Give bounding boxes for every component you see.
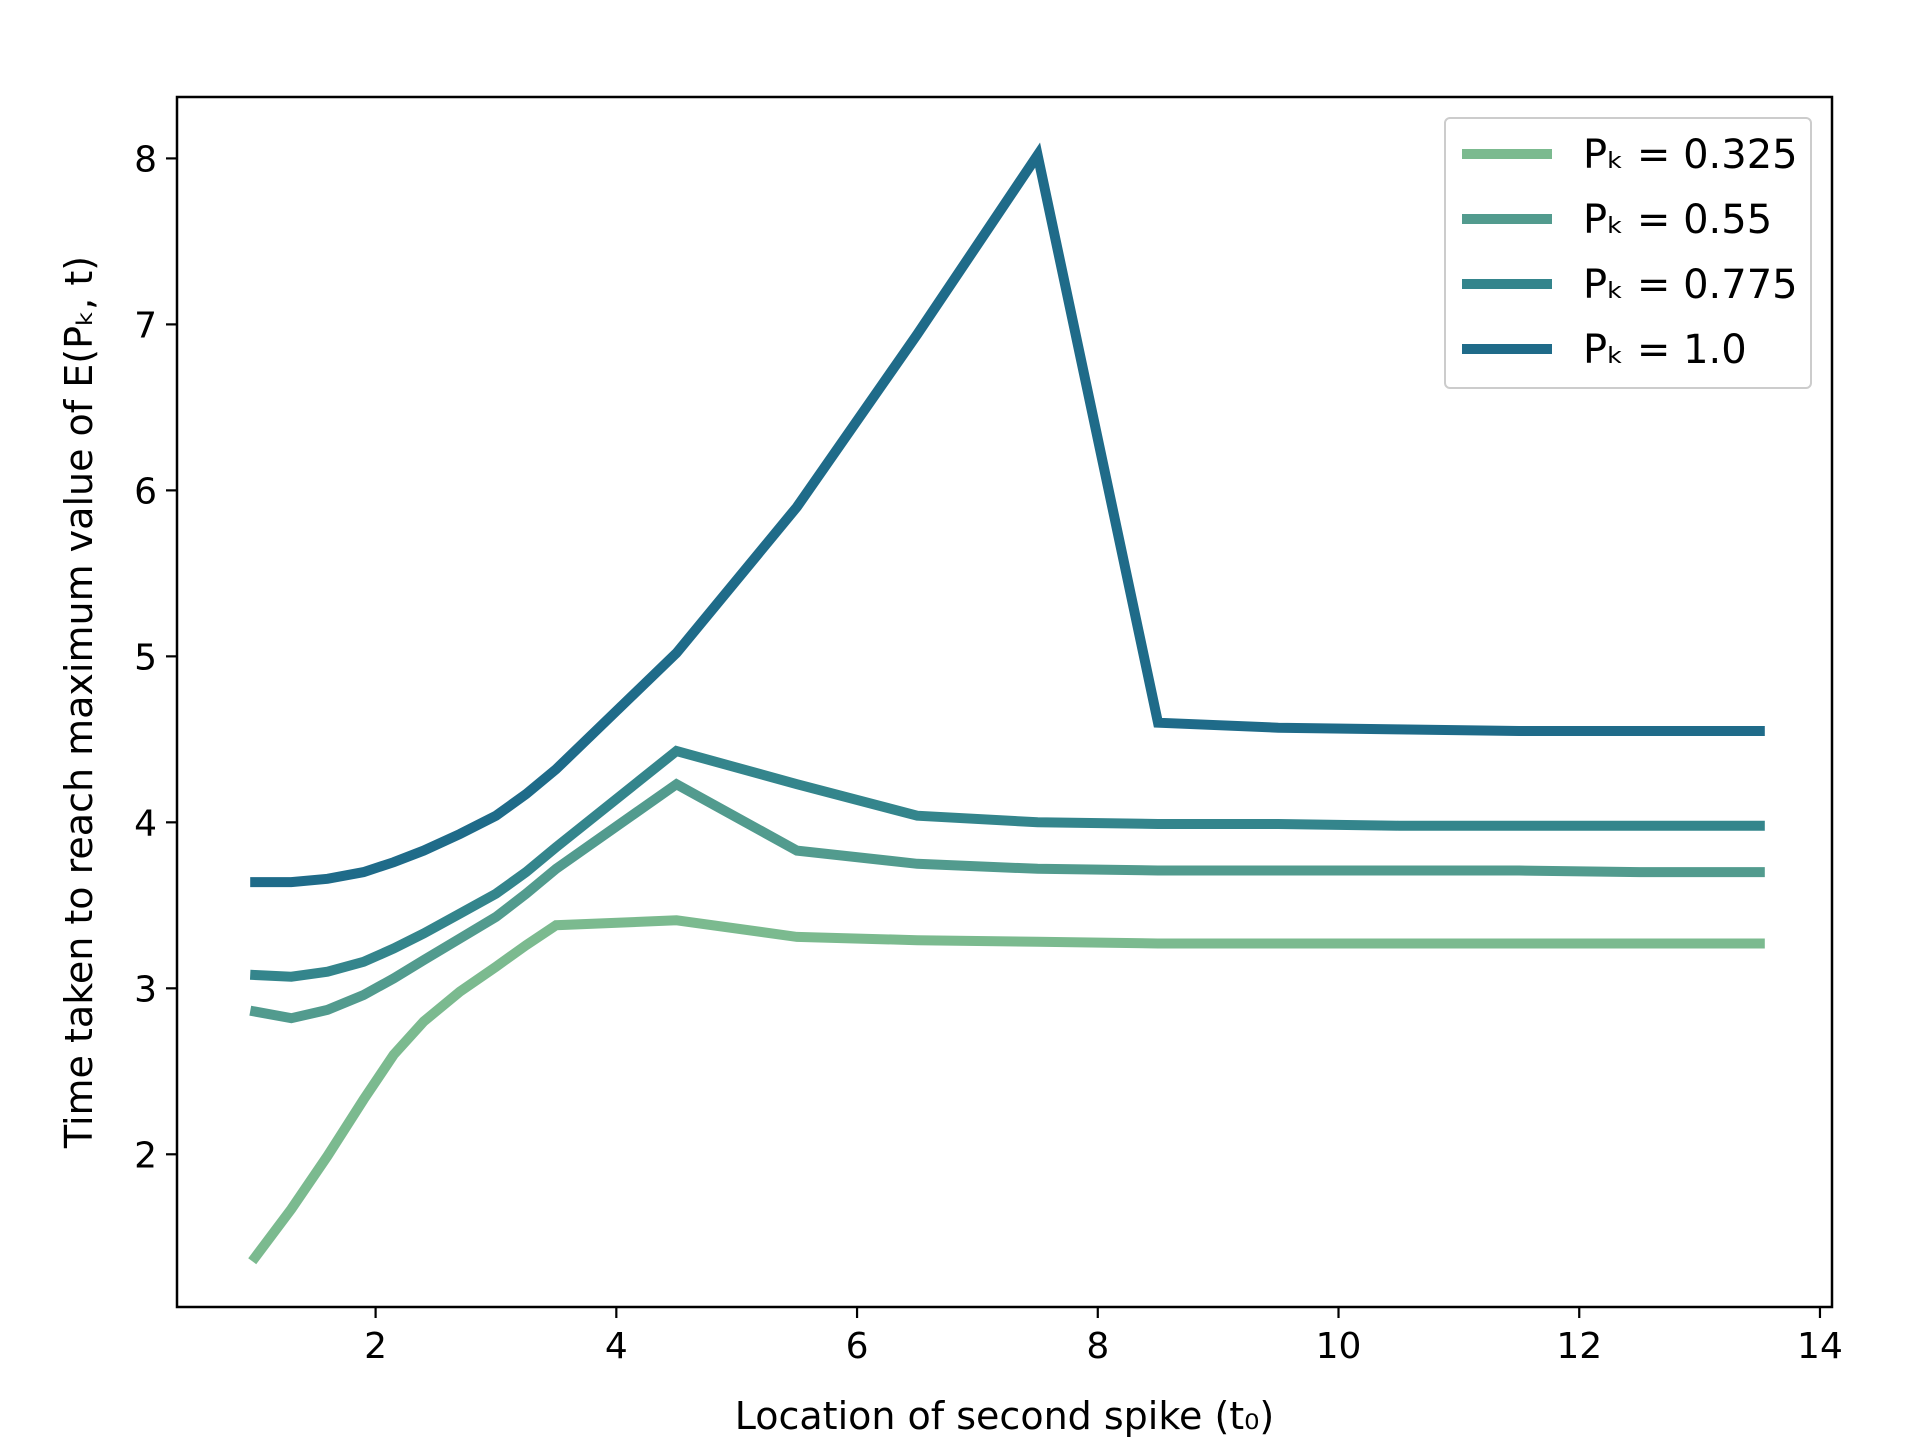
- x-tick-label: 14: [1797, 1326, 1843, 1367]
- y-tick-label: 8: [134, 139, 157, 180]
- y-tick-label: 5: [134, 637, 157, 678]
- y-tick-label: 7: [134, 305, 157, 346]
- y-tick-label: 3: [134, 969, 157, 1010]
- y-axis: 2 3 4 5 6 7 8: [134, 139, 177, 1176]
- x-tick-label: 2: [364, 1326, 387, 1367]
- x-axis-label: Location of second spike (t₀): [735, 1394, 1274, 1438]
- x-tick-label: 8: [1086, 1326, 1109, 1367]
- y-tick-label: 4: [134, 803, 157, 844]
- y-tick-label: 2: [134, 1135, 157, 1176]
- x-axis: 2 4 6 8 10 12 14: [364, 1307, 1843, 1367]
- x-tick-label: 10: [1316, 1326, 1362, 1367]
- series-line-1: [255, 920, 1760, 1257]
- legend: Pₖ = 0.325 Pₖ = 0.55 Pₖ = 0.775 Pₖ = 1.0: [1445, 118, 1811, 388]
- x-tick-label: 4: [605, 1326, 628, 1367]
- legend-label-1: Pₖ = 0.325: [1583, 132, 1798, 178]
- x-tick-label: 6: [846, 1326, 869, 1367]
- legend-label-4: Pₖ = 1.0: [1583, 327, 1747, 373]
- y-tick-label: 6: [134, 471, 157, 512]
- legend-label-2: Pₖ = 0.55: [1583, 197, 1772, 243]
- y-axis-label: Time taken to reach maximum value of E(P…: [57, 256, 101, 1149]
- x-tick-label: 12: [1556, 1326, 1602, 1367]
- legend-label-3: Pₖ = 0.775: [1583, 262, 1798, 308]
